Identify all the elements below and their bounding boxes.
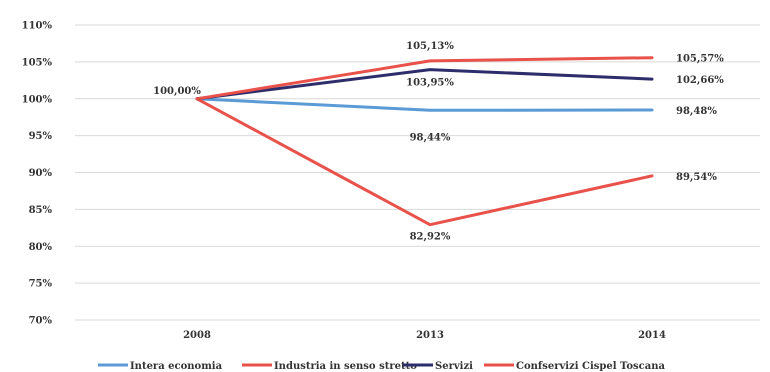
series-line	[195, 56, 654, 101]
data-label: 98,44%	[410, 132, 451, 143]
y-tick-label: 110%	[22, 21, 53, 32]
y-tick-label: 70%	[29, 316, 53, 327]
y-tick-label: 100%	[22, 94, 53, 105]
y-tick-label: 80%	[29, 242, 53, 253]
legend: Intera economia Industria in senso strett…	[98, 361, 665, 372]
data-label: 82,92%	[410, 232, 451, 243]
y-tick-label: 75%	[29, 279, 53, 290]
x-tick-label: 2013	[416, 330, 444, 341]
y-tick-label: 105%	[22, 57, 53, 68]
x-tick-label: 2014	[638, 330, 666, 341]
series-line	[195, 68, 654, 101]
data-label: 98,48%	[676, 106, 717, 117]
gridlines	[75, 24, 760, 321]
legend-label: Industria in senso stretto	[274, 361, 417, 372]
data-label: 100,00%	[153, 86, 201, 97]
y-tick-label: 90%	[29, 168, 53, 179]
data-label: 103,95%	[406, 78, 454, 89]
series-line	[195, 97, 654, 227]
y-axis-ticks: 110% 105% 100% 95% 90% 85% 80% 75% 70%	[22, 21, 53, 327]
data-label: 105,13%	[406, 41, 454, 52]
data-label: 105,57%	[676, 54, 724, 65]
y-tick-label: 95%	[29, 131, 53, 142]
x-axis-ticks: 2008 2013 2014	[183, 330, 666, 341]
legend-label: Intera economia	[130, 361, 223, 372]
data-label: 89,54%	[676, 172, 717, 183]
x-tick-label: 2008	[183, 330, 211, 341]
series-lines	[195, 56, 654, 227]
y-tick-label: 85%	[29, 205, 53, 216]
legend-label: Confservizi Cispel Toscana	[516, 361, 665, 372]
data-label: 102,66%	[676, 75, 724, 86]
data-labels: 98,44% 98,48% 82,92% 89,54% 100,00% 103,95% 10…	[153, 41, 724, 243]
legend-label: Servizi	[435, 361, 473, 372]
series-line	[195, 97, 654, 112]
